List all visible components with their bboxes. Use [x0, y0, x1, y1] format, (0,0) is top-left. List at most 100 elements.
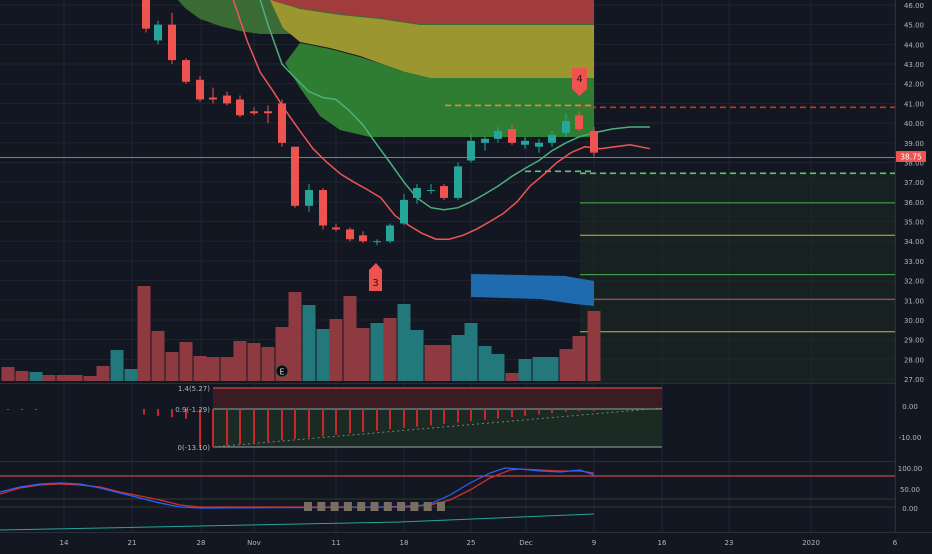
candle-body-12 — [305, 190, 313, 206]
volume-bar-37 — [505, 373, 519, 381]
projection-box — [580, 172, 895, 383]
candle-32[interactable] — [575, 111, 583, 131]
marker-4-shape — [572, 68, 587, 96]
osc-hist-bar-17 — [335, 409, 337, 435]
earnings-badge[interactable]: E — [275, 364, 289, 378]
candle-9[interactable] — [264, 105, 272, 124]
rsi-bar-6 — [383, 502, 392, 511]
price-label-17: 29.00 — [904, 337, 924, 345]
candle-10[interactable] — [278, 99, 286, 147]
candle-body-31 — [562, 121, 570, 133]
rsi-bar-8 — [410, 502, 419, 511]
osc-hist-bar-26 — [457, 409, 459, 423]
volume-bar-6 — [83, 376, 97, 381]
candle-23[interactable] — [454, 162, 462, 200]
candle-8[interactable] — [250, 107, 258, 116]
osc-hist-bar-28 — [484, 409, 486, 420]
osc-hist-bar-30 — [511, 409, 513, 418]
volume-bar-32 — [437, 345, 451, 381]
candle-16[interactable] — [359, 231, 367, 244]
marker-4[interactable]: 4 — [572, 68, 587, 96]
osc-hist-bar-16 — [322, 409, 324, 436]
candle-22[interactable] — [440, 184, 448, 200]
candle-30[interactable] — [548, 130, 556, 147]
candle-14[interactable] — [332, 223, 340, 232]
osc-hist-bar-6 — [185, 409, 187, 419]
volume-bar-22 — [302, 305, 316, 381]
price-label-9: 37.00 — [904, 179, 924, 187]
candle-12[interactable] — [305, 184, 313, 212]
osc-axis-label-0: 0.00 — [902, 403, 918, 411]
candle-13[interactable] — [319, 188, 327, 230]
volume-bar-10 — [137, 286, 151, 381]
candle-31[interactable] — [562, 113, 570, 137]
price-label-3: 43.00 — [904, 61, 924, 69]
time-label-6: 25 — [467, 539, 476, 547]
volume-bar-40 — [545, 357, 559, 381]
osc-hist-bar-19 — [362, 409, 364, 432]
ma-red-line — [232, 0, 651, 240]
resistance-zones — [178, 0, 594, 137]
horizontal-levels[interactable] — [0, 104, 895, 333]
candle-body-30 — [548, 134, 556, 143]
volume-bar-5 — [69, 375, 83, 381]
osc-hist-bar-9 — [226, 409, 228, 446]
candle-28[interactable] — [521, 136, 529, 149]
zone-red — [270, 0, 594, 24]
candle-19[interactable] — [400, 193, 408, 226]
candle-25[interactable] — [481, 136, 489, 151]
fib-label-mid: 0.9(-1.29) — [175, 406, 210, 414]
candle-26[interactable] — [494, 127, 502, 143]
candle-21[interactable] — [427, 184, 435, 194]
candle-body-7 — [236, 99, 244, 116]
candle-body-26 — [494, 130, 502, 139]
volume-bar-39 — [532, 357, 546, 381]
candle-0[interactable] — [142, 0, 150, 33]
candle-body-29 — [535, 142, 543, 147]
last-price-bg — [896, 151, 926, 162]
price-label-8: 38.00 — [904, 159, 924, 167]
candle-20[interactable] — [413, 184, 421, 204]
candle-18[interactable] — [386, 223, 394, 244]
price-label-1: 45.00 — [904, 22, 924, 30]
volume-bar-7 — [96, 366, 110, 381]
candle-27[interactable] — [508, 125, 516, 145]
volume-bar-30 — [410, 330, 424, 381]
candle-24[interactable] — [467, 134, 475, 163]
candle-3[interactable] — [182, 58, 190, 84]
candle-5[interactable] — [209, 87, 217, 104]
rsi-bar-10 — [437, 502, 445, 511]
candle-7[interactable] — [236, 95, 244, 118]
osc-hist-bar-7 — [199, 409, 201, 449]
candle-17[interactable] — [373, 239, 381, 246]
candlesticks[interactable] — [142, 0, 598, 246]
rsi-bar-5 — [370, 502, 379, 511]
candle-body-24 — [467, 140, 475, 161]
price-axis[interactable]: 46.00 45.00 44.00 43.00 42.00 41.00 40.00 39.00… — [904, 2, 924, 384]
candle-15[interactable] — [346, 227, 354, 242]
time-label-7: Dec — [519, 539, 533, 547]
volume-bar-29 — [397, 304, 411, 381]
osc-hist-bar-29 — [497, 409, 499, 419]
time-label-2: 28 — [197, 539, 206, 547]
oscillator-pane[interactable]: 1.4(5.27) 0.9(-1.29) 0(-13.10) — [7, 385, 663, 452]
candle-11[interactable] — [291, 146, 299, 208]
marker-3[interactable]: 3 — [369, 263, 382, 291]
candle-33[interactable] — [590, 127, 598, 157]
candle-4[interactable] — [196, 75, 204, 102]
rsi-pane[interactable] — [0, 467, 895, 531]
volume-bar-17 — [233, 341, 247, 381]
candle-29[interactable] — [535, 138, 543, 153]
candle-1[interactable] — [154, 20, 162, 45]
time-axis[interactable]: 14 21 28 Nov 11 18 25 Dec 9 16 23 2020 6 — [60, 539, 898, 547]
osc-hist-bar-18 — [349, 409, 351, 434]
volume-bar-43 — [587, 311, 601, 381]
candle-2[interactable] — [168, 12, 176, 65]
osc-hist-bar-24 — [430, 409, 432, 426]
candle-6[interactable] — [223, 91, 231, 106]
candle-body-23 — [454, 166, 462, 198]
price-label-10: 36.00 — [904, 199, 924, 207]
osc-trendline — [212, 407, 663, 448]
